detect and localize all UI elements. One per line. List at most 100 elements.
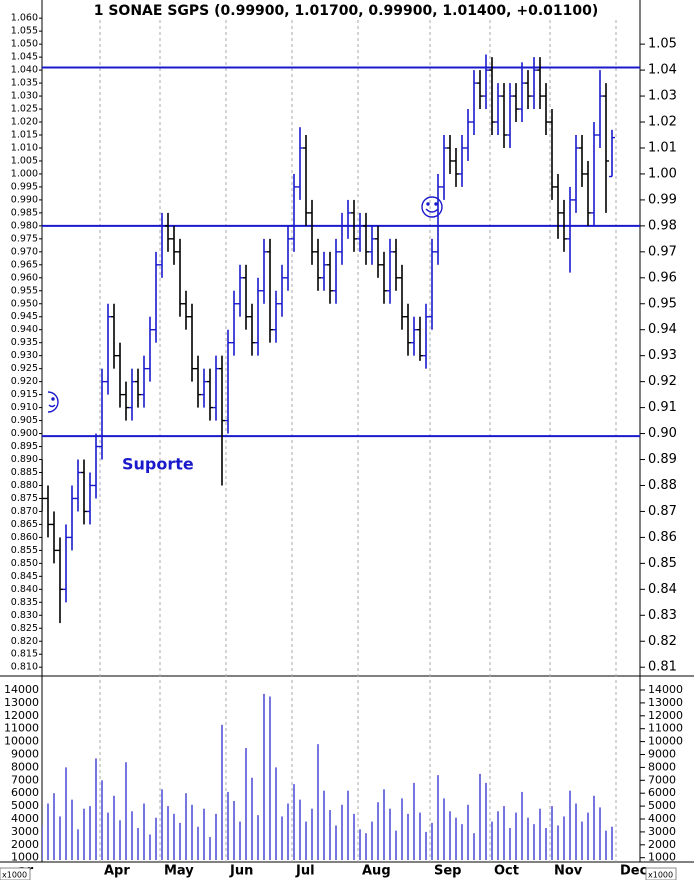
axes: 0.8100.8150.8200.8250.8300.8350.8400.845… <box>4 13 683 879</box>
y2-tick-label: 0.99 <box>648 192 677 207</box>
y2-tick-label: 0.81 <box>648 660 677 675</box>
y-tick-label: 0.970 <box>11 246 38 257</box>
volume-tick-label: 10000 <box>4 735 39 748</box>
volume-tick-label: 10000 <box>648 735 683 748</box>
y2-tick-label: 1.04 <box>648 63 677 78</box>
y-tick-label: 1.030 <box>11 91 38 102</box>
y-tick-label: 0.820 <box>11 636 38 647</box>
y-tick-label: 0.825 <box>11 623 38 634</box>
grid-group <box>99 20 617 862</box>
y2-tick-label: 0.84 <box>648 582 677 597</box>
y-tick-label: 1.015 <box>11 130 38 141</box>
volume-tick-label: 1000 <box>11 851 39 864</box>
smiley-icon <box>47 391 59 413</box>
y-tick-label: 1.035 <box>11 78 38 89</box>
chart-title: 1 SONAE SGPS (0.99900, 1.01700, 0.99900,… <box>94 3 599 19</box>
y2-tick-label: 0.86 <box>648 530 677 545</box>
smiley-icon <box>421 196 443 218</box>
y-tick-label: 1.060 <box>11 13 38 24</box>
y-tick-label: 0.990 <box>11 194 38 205</box>
y-tick-label: 0.895 <box>11 441 38 452</box>
volume-tick-label: 2000 <box>11 838 39 851</box>
volume-tick-label: 7000 <box>648 773 676 786</box>
y-tick-label: 0.910 <box>11 402 38 413</box>
y-tick-label: 0.920 <box>11 376 38 387</box>
y2-tick-label: 0.91 <box>648 400 677 415</box>
y-tick-label: 0.925 <box>11 363 38 374</box>
volume-tick-label: 8000 <box>648 760 676 773</box>
y2-tick-label: 0.83 <box>648 608 677 623</box>
y-tick-label: 0.875 <box>11 493 38 504</box>
volume-tick-label: 9000 <box>11 747 39 760</box>
y-tick-label: 0.950 <box>11 298 38 309</box>
volume-tick-label: 4000 <box>11 812 39 825</box>
volume-tick-label: 1000 <box>648 851 676 864</box>
y-tick-label: 0.965 <box>11 259 38 270</box>
volume-tick-label: 11000 <box>648 722 683 735</box>
volume-tick-label: 7000 <box>11 773 39 786</box>
x-tick-label: Jun <box>229 864 253 879</box>
x-tick-label: Apr <box>104 864 130 879</box>
y-tick-label: 0.975 <box>11 233 38 244</box>
unit-box <box>645 867 677 880</box>
y-tick-label: 0.980 <box>11 220 38 231</box>
y-tick-label: 0.905 <box>11 415 38 426</box>
y-tick-label: 0.945 <box>11 311 38 322</box>
y-tick-label: 0.880 <box>11 480 38 491</box>
y-tick-label: 1.050 <box>11 39 38 50</box>
y-tick-label: 0.940 <box>11 324 38 335</box>
x-tick-label: May <box>164 864 194 879</box>
volume-tick-label: 3000 <box>648 825 676 838</box>
y2-tick-label: 0.87 <box>648 504 677 519</box>
y2-tick-label: 0.96 <box>648 270 677 285</box>
volume-tick-label: 12000 <box>4 709 39 722</box>
unit-box <box>0 867 31 880</box>
y-tick-label: 0.930 <box>11 350 38 361</box>
y-tick-label: 1.010 <box>11 142 38 153</box>
y2-tick-label: 0.90 <box>648 426 677 441</box>
y-tick-label: 0.855 <box>11 545 38 556</box>
y-tick-label: 1.000 <box>11 168 38 179</box>
volume-tick-label: 6000 <box>648 786 676 799</box>
x-tick-label: Aug <box>362 864 391 879</box>
y2-tick-label: 0.89 <box>648 452 677 467</box>
y-tick-label: 1.005 <box>11 155 38 166</box>
y-tick-label: 0.985 <box>11 207 38 218</box>
volume-tick-label: 4000 <box>648 812 676 825</box>
volume-tick-label: 2000 <box>648 838 676 851</box>
y-tick-label: 0.890 <box>11 454 38 465</box>
y-tick-label: 0.885 <box>11 467 38 478</box>
volume-tick-label: 14000 <box>4 683 39 696</box>
y2-tick-label: 1.03 <box>648 89 677 104</box>
price-plot <box>42 54 640 624</box>
annotation: Suporte <box>122 455 194 474</box>
x-tick-label: Sep <box>434 864 462 879</box>
y2-tick-label: 1.01 <box>648 140 677 155</box>
y-tick-label: 0.860 <box>11 532 38 543</box>
volume-tick-label: 5000 <box>648 799 676 812</box>
y-tick-label: 0.840 <box>11 584 38 595</box>
y-tick-label: 0.830 <box>11 610 38 621</box>
y2-tick-label: 0.98 <box>648 218 677 233</box>
y-tick-label: 0.960 <box>11 272 38 283</box>
volume-tick-label: 12000 <box>648 709 683 722</box>
x-tick-label: Nov <box>554 864 583 879</box>
y2-tick-label: 0.88 <box>648 478 677 493</box>
y-tick-label: 1.045 <box>11 52 38 63</box>
y-tick-label: 0.900 <box>11 428 38 439</box>
y-tick-label: 1.055 <box>11 26 38 37</box>
y2-tick-label: 1.05 <box>648 37 677 52</box>
y2-tick-label: 0.85 <box>648 556 677 571</box>
y-tick-label: 1.040 <box>11 65 38 76</box>
volume-unit: x1000 <box>2 871 27 880</box>
y-tick-label: 0.870 <box>11 506 38 517</box>
y-tick-label: 0.845 <box>11 571 38 582</box>
y-tick-label: 0.835 <box>11 597 38 608</box>
volume-tick-label: 8000 <box>11 760 39 773</box>
volume-tick-label: 6000 <box>11 786 39 799</box>
x-tick-label: Jul <box>295 864 315 879</box>
volume-tick-label: 9000 <box>648 747 676 760</box>
y2-tick-label: 0.97 <box>648 244 677 259</box>
volume-tick-label: 3000 <box>11 825 39 838</box>
